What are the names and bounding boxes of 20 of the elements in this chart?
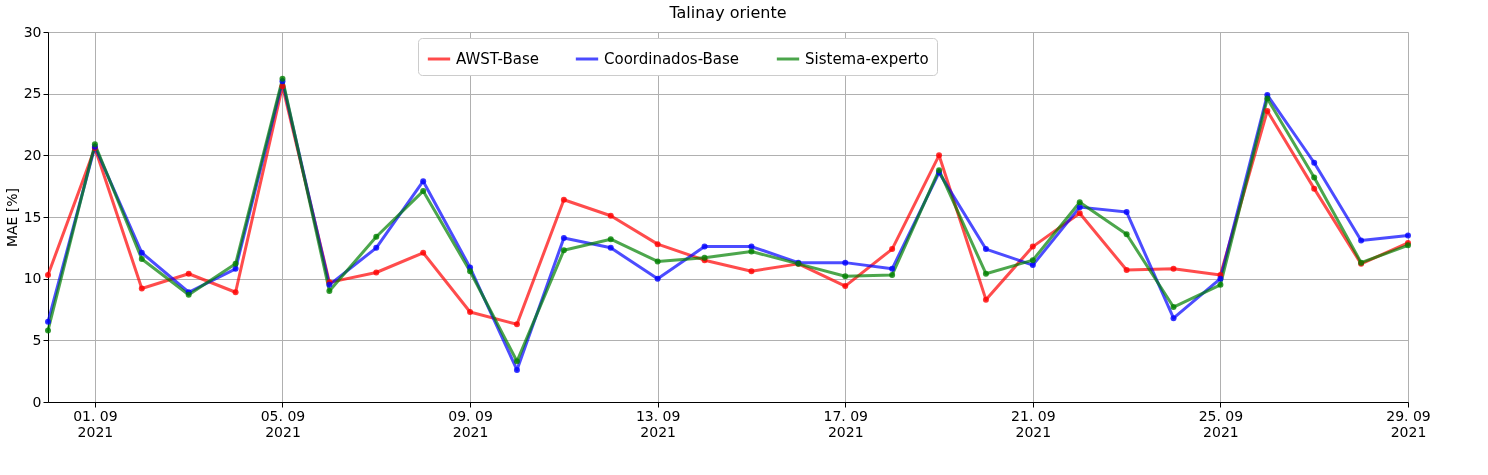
x-tick-label: 25. 09 2021 xyxy=(1198,407,1244,440)
x-tick-label: 05. 09 2021 xyxy=(260,407,306,440)
y-tick-label: 10 xyxy=(23,270,42,287)
x-tick-label: 17. 09 2021 xyxy=(823,407,869,440)
x-tick-label: 01. 09 2021 xyxy=(73,407,118,440)
x-tick-label: 21. 09 2021 xyxy=(1011,407,1056,440)
y-axis-title: MAE [%] xyxy=(3,187,20,248)
x-tick-label: 09. 09 2021 xyxy=(448,407,493,440)
legend-label: AWST-Base xyxy=(456,50,539,68)
y-tick-label: 30 xyxy=(23,23,42,40)
legend-label: Sistema-experto xyxy=(805,50,929,68)
y-tick-label: 15 xyxy=(23,208,42,225)
y-tick-label: 20 xyxy=(23,146,42,163)
x-tick-label: 29. 09 2021 xyxy=(1386,407,1431,440)
legend-label: Coordinados-Base xyxy=(604,50,740,68)
x-tick-label: 13. 09 2021 xyxy=(635,407,681,440)
y-tick-label: 25 xyxy=(23,85,42,102)
chart-title: Talinay oriente xyxy=(668,3,787,22)
y-tick-label: 0 xyxy=(32,393,42,410)
y-tick-label: 5 xyxy=(32,331,42,348)
